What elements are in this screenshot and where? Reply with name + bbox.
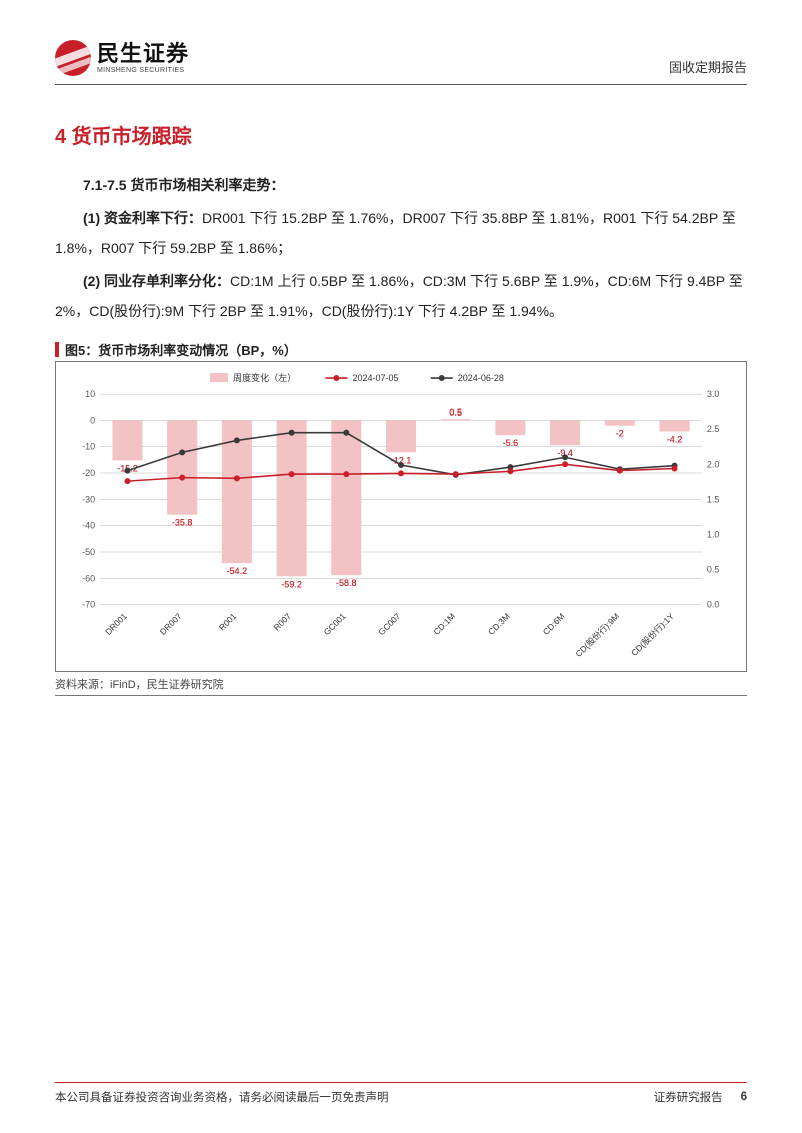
svg-text:-54.2: -54.2	[227, 566, 248, 576]
svg-text:2.5: 2.5	[707, 424, 720, 434]
svg-text:0: 0	[90, 415, 95, 425]
section-title: 4 货币市场跟踪	[55, 120, 747, 149]
figure-source: 资料来源：iFinD，民生证券研究院	[55, 676, 747, 696]
svg-text:CD:3M: CD:3M	[486, 611, 512, 637]
svg-text:-40: -40	[82, 521, 95, 531]
svg-text:CD:6M: CD:6M	[541, 611, 567, 637]
svg-text:-10: -10	[82, 442, 95, 452]
figure-title: 图5：货币市场利率变动情况（BP，%）	[65, 340, 297, 359]
svg-text:CD:1M: CD:1M	[431, 611, 457, 637]
svg-text:-30: -30	[82, 494, 95, 504]
svg-text:CD(股份行):1Y: CD(股份行):1Y	[629, 611, 676, 658]
page-number: 6	[741, 1091, 747, 1103]
svg-text:2024-06-28: 2024-06-28	[458, 373, 504, 383]
brand-name-en: MINSHENG SECURITIES	[97, 67, 189, 74]
paragraph-2: (2) 同业存单利率分化：CD:1M 上行 0.5BP 至 1.86%，CD:3…	[55, 267, 747, 326]
svg-text:-4.2: -4.2	[667, 434, 683, 444]
svg-text:-20: -20	[82, 468, 95, 478]
page-header: 民生证券 MINSHENG SECURITIES 固收定期报告	[55, 40, 747, 85]
svg-text:-60: -60	[82, 573, 95, 583]
svg-text:GC007: GC007	[376, 611, 402, 637]
svg-text:0.5: 0.5	[707, 565, 720, 575]
svg-text:CD(股份行):9M: CD(股份行):9M	[573, 611, 621, 659]
chart-container: -70 -60 -50 -40 -30 -20 -10 0 10 0.0 0.5 1.0 1.5 2.0 2…	[55, 361, 747, 672]
svg-text:-50: -50	[82, 547, 95, 557]
footer-report-label: 证券研究报告	[654, 1089, 723, 1105]
svg-text:-58.8: -58.8	[336, 578, 357, 588]
brand-logo-block: 民生证券 MINSHENG SECURITIES	[55, 40, 189, 76]
svg-text:周度变化（左）: 周度变化（左）	[233, 372, 296, 383]
figure-title-row: 图5：货币市场利率变动情况（BP，%）	[55, 340, 747, 359]
svg-text:-59.2: -59.2	[281, 579, 302, 589]
svg-text:1.5: 1.5	[707, 494, 720, 504]
footer-disclaimer: 本公司具备证券投资咨询业务资格，请务必阅读最后一页免责声明	[55, 1089, 389, 1105]
svg-text:1.0: 1.0	[707, 529, 720, 539]
svg-text:-2: -2	[616, 429, 624, 439]
svg-text:-5.6: -5.6	[503, 438, 519, 448]
money-market-chart: -70 -60 -50 -40 -30 -20 -10 0 10 0.0 0.5 1.0 1.5 2.0 2…	[60, 366, 742, 667]
svg-text:0.5: 0.5	[449, 407, 462, 417]
brand-logo-icon	[55, 40, 91, 76]
svg-text:-70: -70	[82, 600, 95, 610]
svg-text:-35.8: -35.8	[172, 518, 193, 528]
intro-line: 7.1-7.5 货币市场相关利率走势：	[55, 171, 747, 200]
svg-text:GC001: GC001	[322, 611, 348, 637]
svg-text:DR001: DR001	[103, 611, 129, 637]
svg-text:0.0: 0.0	[707, 600, 720, 610]
paragraph-1: (1) 资金利率下行：DR001 下行 15.2BP 至 1.76%，DR007…	[55, 204, 747, 263]
report-type: 固收定期报告	[669, 57, 747, 76]
svg-text:2.0: 2.0	[707, 459, 720, 469]
svg-text:R001: R001	[217, 611, 239, 633]
figure-accent-bar	[55, 342, 59, 357]
svg-text:2024-07-05: 2024-07-05	[352, 373, 398, 383]
brand-name-cn: 民生证券	[97, 43, 189, 65]
svg-text:10: 10	[85, 389, 95, 399]
page-footer: 本公司具备证券投资咨询业务资格，请务必阅读最后一页免责声明 证券研究报告 6	[55, 1082, 747, 1105]
svg-text:R007: R007	[272, 611, 294, 633]
svg-text:3.0: 3.0	[707, 389, 720, 399]
svg-text:DR007: DR007	[158, 611, 184, 637]
